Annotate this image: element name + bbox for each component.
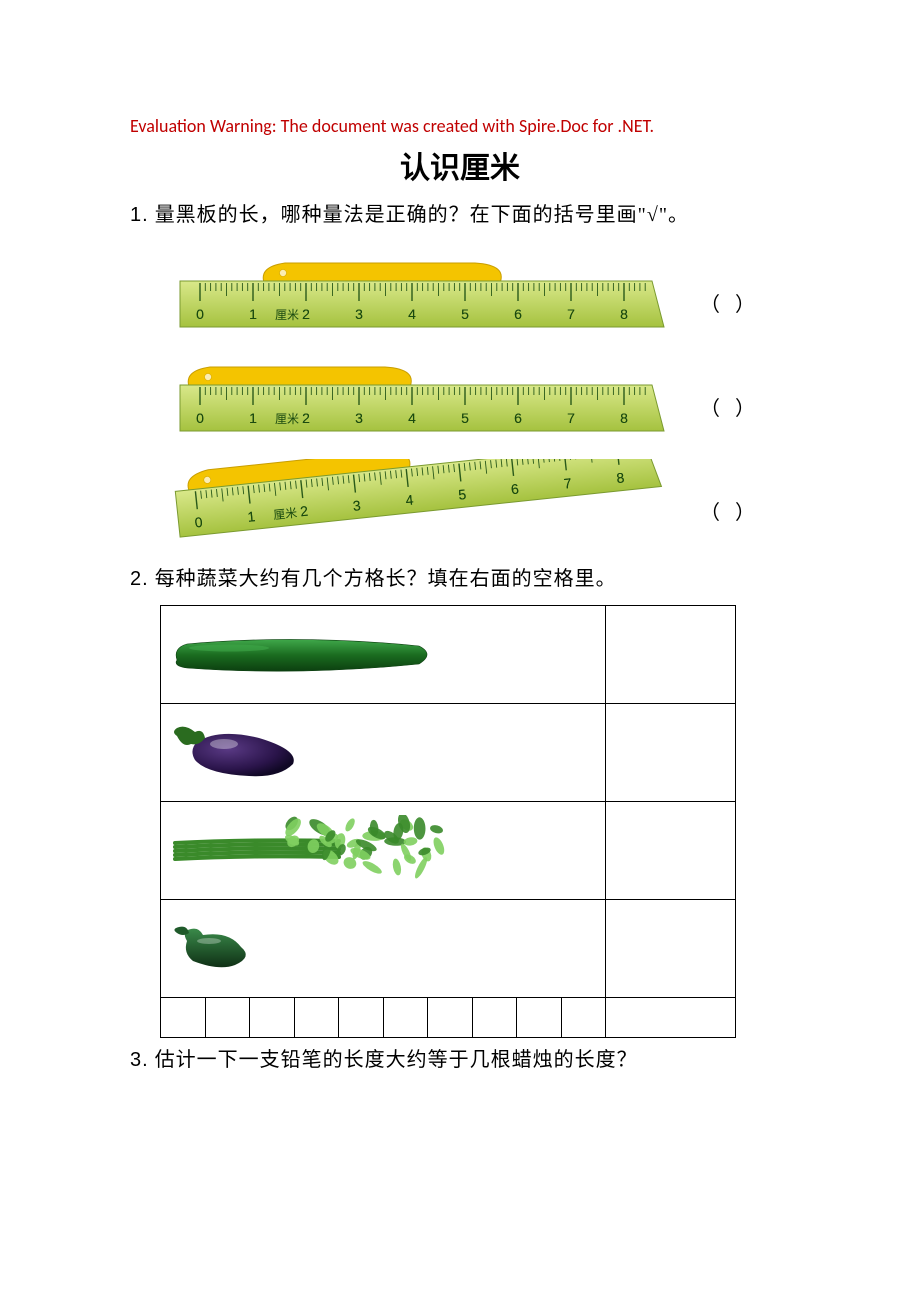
page-title: 认识厘米	[130, 143, 790, 187]
svg-text:4: 4	[408, 410, 416, 426]
pepper-icon	[169, 923, 269, 975]
eggplant-cell	[161, 704, 606, 802]
grid-cell	[161, 998, 206, 1038]
evaluation-warning: Evaluation Warning: The document was cre…	[130, 115, 790, 137]
ruler-image-2: 012345678012345678厘米	[170, 355, 670, 433]
svg-text:1: 1	[249, 306, 257, 322]
pepper-cell	[161, 900, 606, 998]
svg-text:3: 3	[355, 306, 363, 322]
q1-text: 量黑板的长，哪种量法是正确的？在下面的括号里画"√"。	[155, 204, 689, 226]
question-1: 1. 量黑板的长，哪种量法是正确的？在下面的括号里画"√"。	[130, 199, 790, 231]
table-row	[161, 704, 736, 802]
celery-cell	[161, 802, 606, 900]
q2-number: 2.	[130, 568, 149, 590]
q2-text: 每种蔬菜大约有几个方格长？填在右面的空格里。	[155, 568, 617, 590]
cucumber-cell	[161, 606, 606, 704]
svg-text:4: 4	[408, 306, 416, 322]
grid-row	[161, 998, 736, 1038]
ruler-image-3: 012345678012345678厘米	[170, 459, 670, 549]
svg-text:厘米: 厘米	[275, 308, 299, 322]
table-row	[161, 900, 736, 998]
grid-answer-cell	[606, 998, 736, 1038]
answer-cell-4[interactable]	[606, 900, 736, 998]
svg-text:7: 7	[567, 306, 575, 322]
svg-text:3: 3	[355, 410, 363, 426]
cucumber-icon	[169, 630, 439, 680]
svg-text:6: 6	[514, 306, 522, 322]
question-3: 3. 估计一下一支铅笔的长度大约等于几根蜡烛的长度？	[130, 1044, 790, 1076]
grid-cell	[383, 998, 428, 1038]
svg-text:8: 8	[620, 410, 628, 426]
grid-cell	[517, 998, 562, 1038]
question-2: 2. 每种蔬菜大约有几个方格长？填在右面的空格里。	[130, 563, 790, 595]
grid-cell	[428, 998, 473, 1038]
svg-text:厘米: 厘米	[273, 506, 298, 522]
table-row	[161, 802, 736, 900]
q3-number: 3.	[130, 1049, 149, 1071]
svg-text:1: 1	[249, 410, 257, 426]
grid-cell	[250, 998, 295, 1038]
q3-text: 估计一下一支铅笔的长度大约等于几根蜡烛的长度？	[155, 1049, 638, 1071]
grid-cell	[561, 998, 606, 1038]
celery-icon	[169, 815, 449, 887]
svg-text:0: 0	[196, 410, 204, 426]
svg-text:2: 2	[302, 410, 310, 426]
answer-paren-2[interactable]: （ ）	[700, 392, 755, 425]
ruler-option-3: 012345678012345678厘米 （ ）	[170, 459, 790, 529]
answer-cell-3[interactable]	[606, 802, 736, 900]
ruler-option-1: 012345678012345678厘米 （ ）	[170, 251, 790, 321]
svg-text:2: 2	[302, 306, 310, 322]
grid-cell	[339, 998, 384, 1038]
svg-text:7: 7	[567, 410, 575, 426]
ruler-image-1: 012345678012345678厘米	[170, 251, 670, 329]
q1-number: 1.	[130, 204, 149, 226]
ruler-options: 012345678012345678厘米 （ ） 012345678012345…	[170, 251, 790, 529]
answer-paren-3[interactable]: （ ）	[700, 496, 755, 529]
svg-text:5: 5	[461, 410, 469, 426]
svg-text:0: 0	[196, 306, 204, 322]
svg-text:厘米: 厘米	[275, 412, 299, 426]
answer-cell-2[interactable]	[606, 704, 736, 802]
grid-cell	[294, 998, 339, 1038]
ruler-option-2: 012345678012345678厘米 （ ）	[170, 355, 790, 425]
svg-text:8: 8	[620, 306, 628, 322]
vegetable-table	[160, 605, 736, 1038]
svg-text:6: 6	[514, 410, 522, 426]
svg-text:5: 5	[461, 306, 469, 322]
table-row	[161, 606, 736, 704]
eggplant-icon	[169, 722, 329, 784]
answer-cell-1[interactable]	[606, 606, 736, 704]
grid-cell	[205, 998, 250, 1038]
answer-paren-1[interactable]: （ ）	[700, 288, 755, 321]
grid-cell	[472, 998, 517, 1038]
